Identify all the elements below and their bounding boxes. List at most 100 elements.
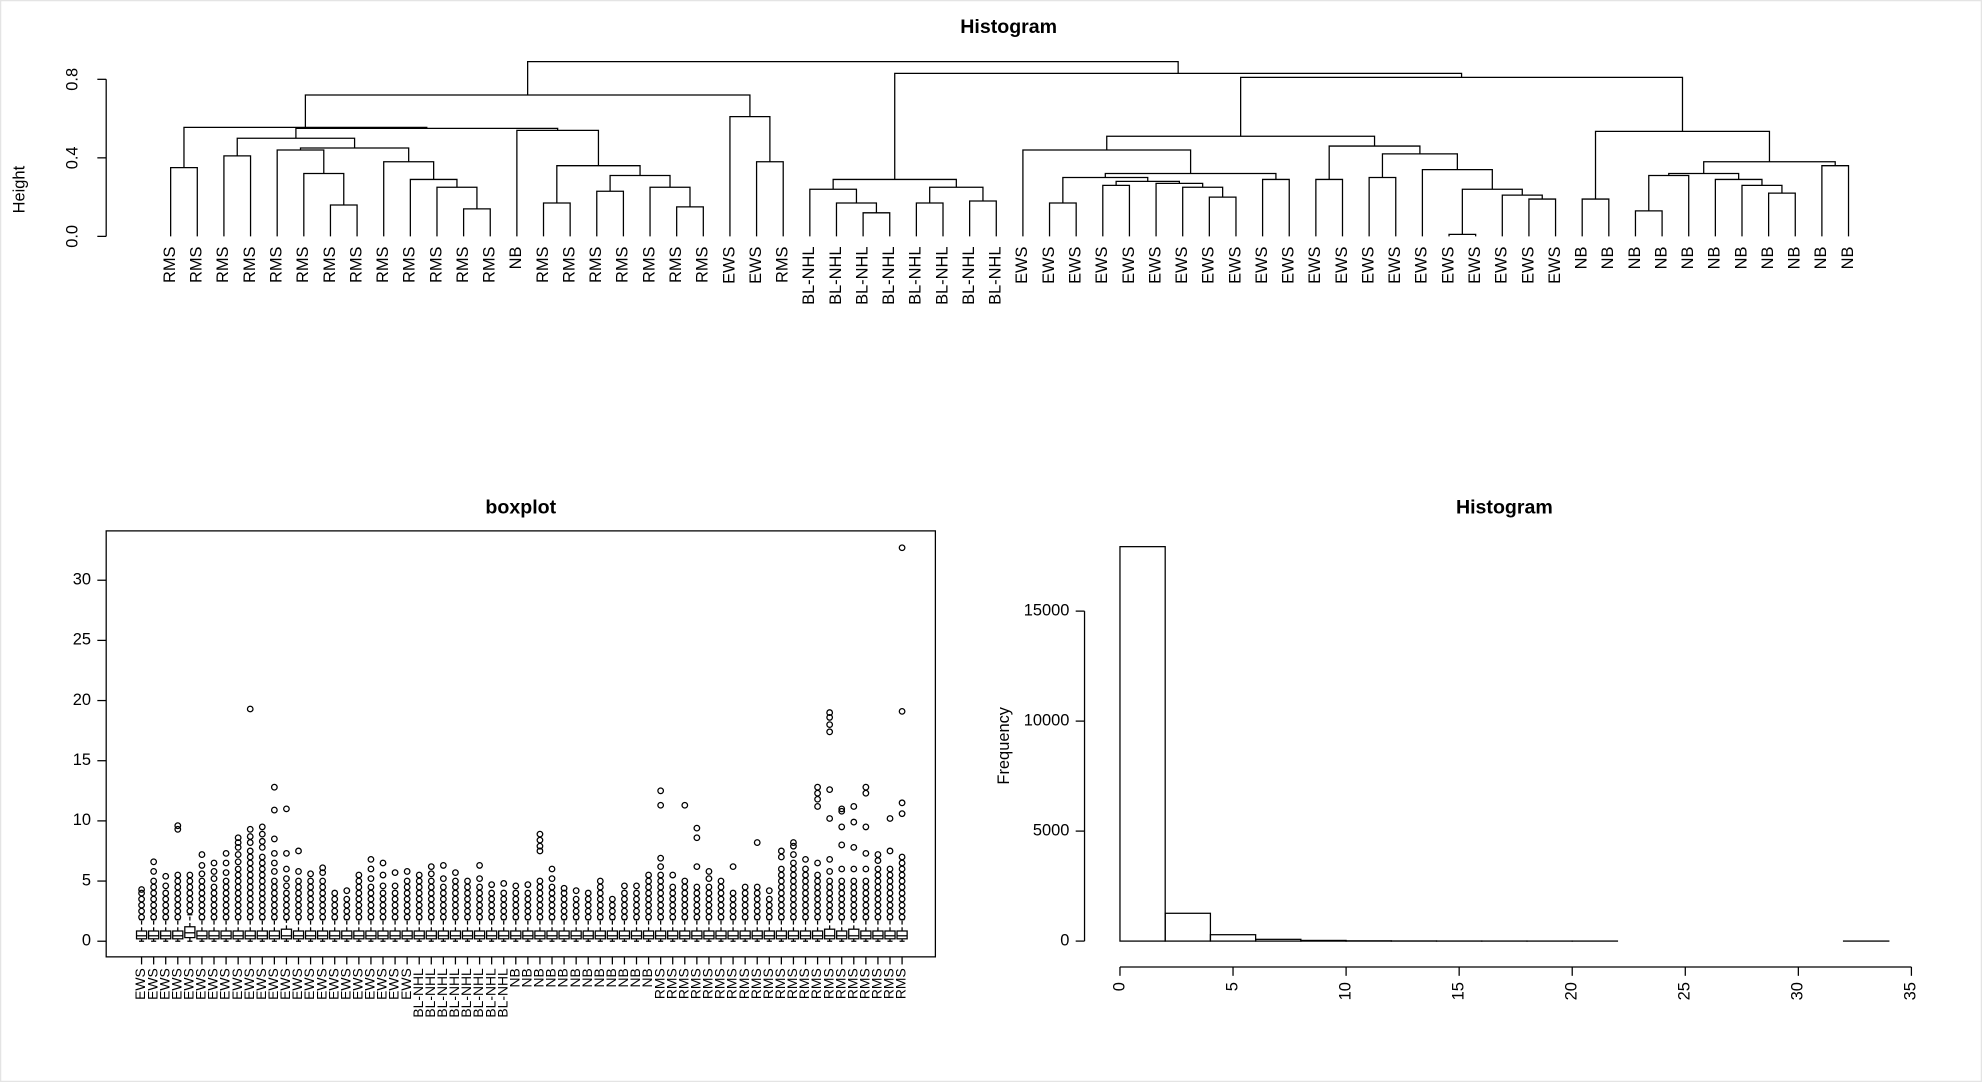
x-tick-label: RMS [881, 968, 897, 999]
outlier [777, 889, 785, 897]
outlier [838, 901, 846, 909]
outlier [379, 901, 387, 909]
outlier [150, 858, 158, 866]
leaf-label: NB [507, 246, 525, 269]
outlier [403, 883, 411, 891]
outlier [814, 907, 821, 915]
x-tick-label: RMS [893, 968, 909, 999]
outlier [415, 895, 423, 903]
merge [329, 204, 358, 237]
outlier [802, 883, 809, 891]
outlier [246, 825, 254, 833]
outlier [729, 895, 737, 903]
merge [809, 188, 858, 237]
outlier [138, 886, 145, 893]
x-tick-label: EWS [301, 968, 317, 1000]
outlier [198, 907, 206, 915]
outlier [355, 889, 363, 897]
outlier [838, 877, 846, 885]
chart-title: Histogram [1456, 496, 1553, 518]
outlier [765, 901, 773, 909]
leaf-label: RMS [401, 246, 419, 283]
outlier [536, 883, 544, 891]
bar [1119, 546, 1166, 942]
x-tick-label: 15 [1449, 982, 1467, 1000]
outlier [802, 889, 809, 897]
x-tick-label: RMS [796, 968, 812, 999]
outlier [693, 901, 701, 909]
outlier [246, 865, 254, 873]
outlier [838, 805, 846, 813]
outlier [862, 877, 870, 885]
outlier [222, 907, 230, 915]
x-tick-label: RMS [760, 968, 776, 999]
outlier [536, 877, 544, 885]
outlier [657, 901, 665, 909]
outlier [246, 895, 254, 903]
outlier [657, 883, 665, 891]
outlier [862, 889, 870, 897]
outlier [270, 883, 278, 891]
x-tick-label: RMS [784, 968, 800, 999]
outlier [886, 895, 894, 903]
outlier [681, 877, 689, 885]
outlier [790, 907, 797, 915]
box [498, 930, 510, 940]
outlier [391, 895, 399, 903]
outlier [826, 709, 834, 717]
outlier [174, 822, 182, 830]
x-tick-label: 5 [1223, 982, 1241, 991]
outlier [596, 895, 604, 903]
outlier [802, 877, 809, 885]
outlier [150, 877, 158, 885]
outlier [295, 877, 302, 885]
box [618, 930, 631, 940]
outlier [729, 863, 737, 871]
outlier [717, 877, 725, 885]
outlier [874, 871, 882, 879]
outlier [283, 901, 290, 909]
box [860, 930, 872, 940]
outlier [826, 889, 834, 897]
outlier [705, 889, 713, 897]
outlier [814, 889, 821, 897]
outlier [427, 883, 435, 891]
outlier [427, 907, 435, 915]
outlier [355, 883, 363, 891]
outlier [343, 907, 351, 915]
outlier [391, 907, 399, 915]
outlier [669, 889, 677, 897]
outlier [174, 871, 182, 879]
outlier [343, 887, 351, 895]
outlier [162, 882, 170, 890]
merge [609, 174, 671, 192]
outlier [645, 889, 652, 897]
box [836, 930, 848, 940]
outlier [258, 907, 266, 915]
outlier [874, 901, 882, 909]
leaf-label: EWS [720, 246, 738, 283]
outlier [802, 907, 809, 915]
outlier [234, 865, 242, 873]
outlier [645, 883, 652, 891]
outlier [246, 901, 254, 909]
box [196, 930, 208, 940]
outlier [234, 834, 242, 842]
outlier [790, 839, 797, 846]
outlier [705, 875, 713, 883]
outlier [850, 901, 858, 909]
outlier [270, 877, 278, 885]
outlier [681, 883, 689, 891]
y-tick-label: 0 [82, 932, 91, 950]
outlier [343, 901, 351, 909]
outlier [898, 853, 906, 861]
x-tick-label: EWS [386, 968, 402, 1000]
box [437, 930, 450, 940]
outlier [415, 889, 423, 897]
merge [542, 202, 571, 237]
leaf-label: RMS [374, 246, 392, 283]
outlier [415, 901, 423, 909]
leaf-label: RMS [427, 246, 445, 283]
x-tick-label: BL-NHL [494, 968, 510, 1018]
leaf-label: BL-NHL [880, 246, 898, 304]
